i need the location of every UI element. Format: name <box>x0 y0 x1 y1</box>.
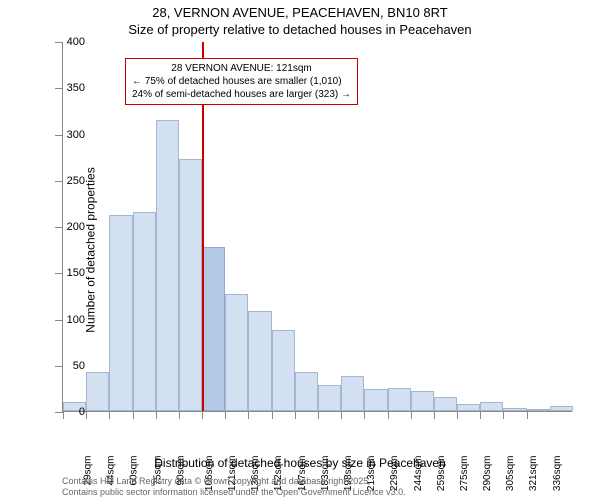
footer-line1: Contains HM Land Registry data © Crown c… <box>62 476 406 487</box>
histogram-bar <box>550 406 573 411</box>
x-tick <box>318 411 319 419</box>
x-tick <box>434 411 435 419</box>
y-tick-label: 250 <box>45 175 85 187</box>
histogram-bar <box>388 388 411 411</box>
y-tick-label: 200 <box>45 221 85 233</box>
footer: Contains HM Land Registry data © Crown c… <box>62 476 406 498</box>
histogram-bar <box>503 408 526 411</box>
x-tick <box>156 411 157 419</box>
histogram-bar <box>434 397 457 411</box>
histogram-bar <box>318 385 341 411</box>
y-tick-label: 0 <box>45 406 85 418</box>
y-tick-label: 100 <box>45 314 85 326</box>
histogram-bar <box>341 376 364 411</box>
chart-title: 28, VERNON AVENUE, PEACEHAVEN, BN10 8RT <box>0 5 600 20</box>
histogram-bar <box>86 372 109 411</box>
annotation-line1: 28 VERNON AVENUE: 121sqm <box>132 62 351 75</box>
histogram-bar <box>272 330 295 411</box>
x-tick <box>248 411 249 419</box>
histogram-bar <box>248 311 271 411</box>
x-axis-label: Distribution of detached houses by size … <box>0 456 600 470</box>
histogram-bar <box>225 294 248 411</box>
x-tick <box>364 411 365 419</box>
chart-subtitle: Size of property relative to detached ho… <box>0 22 600 37</box>
x-tick <box>109 411 110 419</box>
annotation-line2: ← 75% of detached houses are smaller (1,… <box>132 75 351 88</box>
annotation-line3: 24% of semi-detached houses are larger (… <box>132 88 351 101</box>
x-tick <box>480 411 481 419</box>
histogram-bar <box>133 212 156 411</box>
x-tick <box>295 411 296 419</box>
histogram-bar <box>527 409 550 411</box>
x-tick <box>179 411 180 419</box>
x-tick <box>457 411 458 419</box>
x-tick <box>388 411 389 419</box>
x-tick <box>411 411 412 419</box>
histogram-bar <box>295 372 318 411</box>
chart-container: 28, VERNON AVENUE, PEACEHAVEN, BN10 8RT … <box>0 0 600 500</box>
annotation-box: 28 VERNON AVENUE: 121sqm ← 75% of detach… <box>125 58 358 105</box>
y-tick-label: 350 <box>45 82 85 94</box>
y-tick-label: 300 <box>45 129 85 141</box>
histogram-bar <box>364 389 387 411</box>
x-tick <box>503 411 504 419</box>
x-tick <box>225 411 226 419</box>
footer-line2: Contains public sector information licen… <box>62 487 406 498</box>
x-tick <box>527 411 528 419</box>
y-tick-label: 50 <box>45 360 85 372</box>
x-tick <box>133 411 134 419</box>
x-tick <box>202 411 203 419</box>
histogram-bar <box>480 402 503 411</box>
x-tick <box>86 411 87 419</box>
x-tick <box>341 411 342 419</box>
x-tick <box>272 411 273 419</box>
histogram-bar <box>109 215 132 411</box>
histogram-bar <box>457 404 480 411</box>
histogram-bar <box>202 247 225 411</box>
histogram-bar <box>156 120 179 411</box>
y-tick-label: 150 <box>45 267 85 279</box>
y-tick-label: 400 <box>45 36 85 48</box>
histogram-bar <box>179 159 202 411</box>
histogram-bar <box>411 391 434 411</box>
